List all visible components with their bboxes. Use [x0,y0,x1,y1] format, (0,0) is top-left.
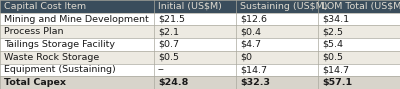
Text: Process Plan: Process Plan [4,27,64,36]
Text: Total Capex: Total Capex [4,78,66,87]
Text: $0.5: $0.5 [158,53,179,62]
Bar [318,51,400,64]
Text: --: -- [158,65,165,74]
Text: $14.7: $14.7 [322,65,349,74]
Text: Waste Rock Storage: Waste Rock Storage [4,53,99,62]
Bar [154,38,236,51]
Text: Initial (US$M): Initial (US$M) [158,2,222,11]
Bar [0,25,154,38]
Bar [154,76,236,89]
Text: $2.5: $2.5 [322,27,343,36]
Bar [318,76,400,89]
Bar [154,0,236,13]
Bar [0,0,154,13]
Bar [236,64,318,76]
Bar [0,51,154,64]
Bar [318,38,400,51]
Text: $24.8: $24.8 [158,78,188,87]
Text: Equipment (Sustaining): Equipment (Sustaining) [4,65,116,74]
Bar [0,13,154,25]
Bar [236,51,318,64]
Text: $5.4: $5.4 [322,40,343,49]
Text: $14.7: $14.7 [240,65,267,74]
Text: Capital Cost Item: Capital Cost Item [4,2,86,11]
Bar [0,76,154,89]
Text: $4.7: $4.7 [240,40,261,49]
Text: $0.4: $0.4 [240,27,261,36]
Bar [236,13,318,25]
Text: $34.1: $34.1 [322,15,349,24]
Text: Sustaining (US$M): Sustaining (US$M) [240,2,328,11]
Bar [154,64,236,76]
Bar [236,0,318,13]
Bar [0,38,154,51]
Bar [236,25,318,38]
Bar [0,64,154,76]
Text: $0.5: $0.5 [322,53,343,62]
Text: $2.1: $2.1 [158,27,179,36]
Text: $57.1: $57.1 [322,78,352,87]
Bar [318,13,400,25]
Bar [236,76,318,89]
Text: $0: $0 [240,53,252,62]
Bar [318,25,400,38]
Bar [154,25,236,38]
Bar [154,51,236,64]
Text: Tailings Storage Facility: Tailings Storage Facility [4,40,115,49]
Bar [236,38,318,51]
Text: $21.5: $21.5 [158,15,185,24]
Text: Mining and Mine Development: Mining and Mine Development [4,15,149,24]
Text: LOM Total (US$M): LOM Total (US$M) [322,2,400,11]
Bar [154,13,236,25]
Text: $12.6: $12.6 [240,15,267,24]
Bar [318,64,400,76]
Text: $0.7: $0.7 [158,40,179,49]
Text: $32.3: $32.3 [240,78,270,87]
Bar [318,0,400,13]
